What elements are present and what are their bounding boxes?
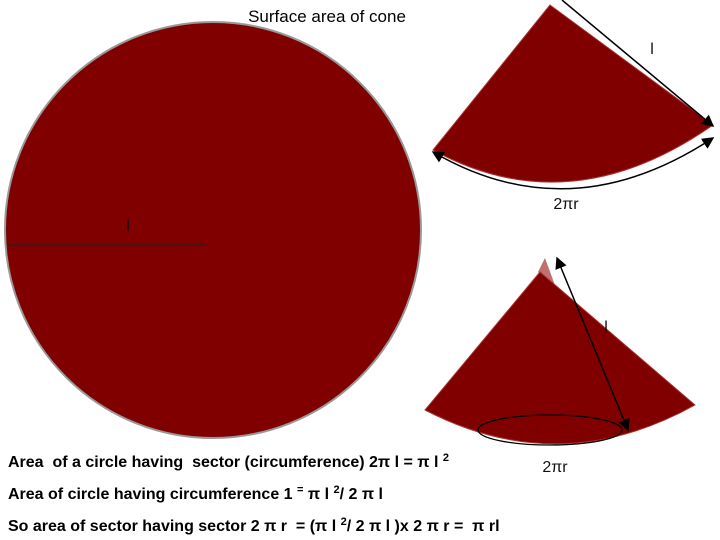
superscript: = [297, 484, 303, 496]
slant-arrow [561, 0, 715, 127]
text-run: / 2 π l [340, 486, 383, 503]
explanation-line: Area of circle having circumference 1 = … [8, 484, 383, 503]
superscript: 2 [341, 516, 347, 528]
superscript: 2 [443, 452, 449, 464]
arc-label: 2πr [553, 196, 579, 213]
explanation-line: Area of a circle having sector (circumfe… [8, 452, 449, 471]
text-run: π l [303, 486, 333, 503]
circle [4, 21, 422, 439]
explanation-line: So area of sector having sector 2 π r = … [8, 516, 500, 535]
text-run: So area of sector having sector 2 π r = … [8, 518, 341, 535]
slant-label: l [650, 41, 654, 58]
title: Surface area of cone [248, 7, 406, 26]
sector-bottom [424, 271, 696, 445]
sector-top [432, 4, 714, 183]
radius-label: l [126, 218, 130, 235]
cone-tip [538, 258, 556, 288]
text-run: / 2 π l )x 2 π r = π rl [347, 518, 500, 535]
explanation: Area of a circle having sector (circumfe… [8, 452, 500, 535]
arc-label: 2πr [542, 459, 568, 476]
slant-arrow [555, 256, 630, 432]
arc-arrow [431, 137, 715, 190]
slant-label: l [604, 319, 608, 336]
superscript: 2 [333, 484, 339, 496]
text-run: Area of a circle having sector (circumfe… [8, 454, 443, 471]
text-run: Area of circle having circumference 1 [8, 486, 297, 503]
